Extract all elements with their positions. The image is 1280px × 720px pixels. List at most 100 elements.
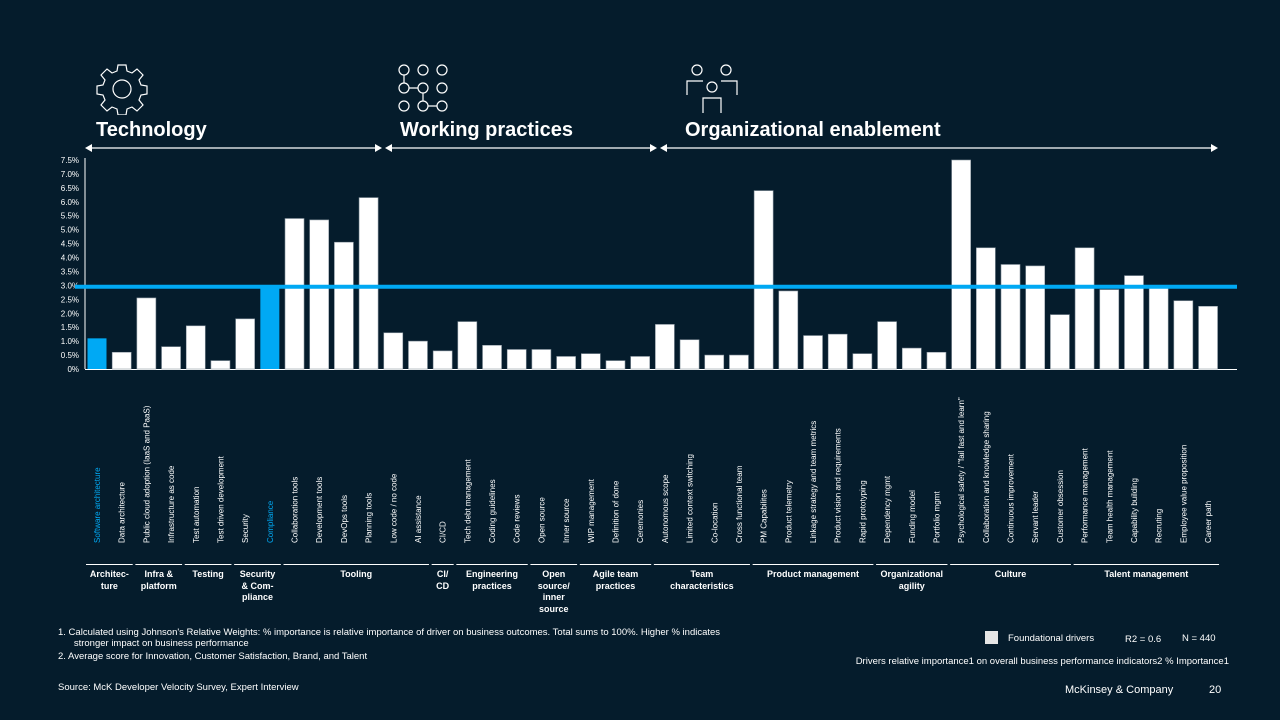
category-label: Linkage strategy and team metrics — [809, 421, 818, 543]
group-label: Tooling — [340, 569, 373, 579]
group-label: Talent management — [1104, 569, 1189, 579]
bar — [630, 356, 650, 370]
bar — [1173, 300, 1194, 370]
bar — [729, 354, 749, 370]
category-label: Development tools — [315, 477, 324, 543]
bar — [926, 351, 947, 370]
pillar-title-working-practices: Working practices — [400, 119, 574, 141]
bar — [803, 335, 823, 370]
category-label: Employee value proposition — [1179, 445, 1188, 543]
category-label: Open source — [537, 497, 546, 543]
category-label: Dependency mgmt — [883, 475, 892, 543]
bar — [1025, 265, 1046, 370]
category-label: Public cloud adoption (IaaS and PaaS) — [142, 405, 151, 543]
y-tick-label: 1.0% — [61, 337, 79, 346]
category-label: Software architecture — [93, 467, 102, 543]
y-tick-label: 1.5% — [61, 323, 79, 332]
category-label: Tech debt management — [463, 459, 472, 543]
category-label: Co-location — [710, 503, 719, 543]
y-tick-label: 5.0% — [61, 226, 79, 235]
bar — [408, 340, 428, 370]
bar — [87, 338, 107, 369]
bar — [235, 318, 255, 370]
category-label: Collaboration and knowledge sharing — [982, 411, 991, 543]
group-label: Security & Com- pliance — [239, 569, 276, 602]
source-note: Source: McK Developer Velocity Survey, E… — [58, 682, 299, 693]
bar — [309, 219, 330, 370]
bar — [827, 333, 848, 370]
category-label: Test automation — [192, 487, 201, 543]
bar — [358, 197, 379, 370]
bar — [852, 353, 873, 370]
gear-icon — [96, 64, 148, 115]
category-label: Psychological safety / "fail fast and le… — [957, 397, 966, 543]
category-label: Funding model — [908, 490, 917, 543]
category-label: Recruting — [1155, 509, 1164, 543]
bar — [260, 288, 280, 369]
category-label: Security — [241, 514, 250, 543]
bar — [901, 347, 922, 370]
bar — [655, 324, 675, 370]
group-label: CI/ CD — [436, 569, 450, 591]
category-label: Collaboration tools — [291, 477, 300, 543]
category-label: WIP management — [587, 478, 596, 543]
y-tick-label: 4.5% — [61, 240, 79, 249]
category-label: Portfolio mgmt — [932, 491, 941, 543]
bar — [951, 159, 971, 370]
group-label: Engineering practices — [466, 569, 519, 591]
bar — [161, 346, 181, 370]
y-tick-label: 0% — [67, 365, 79, 374]
y-tick-label: 5.5% — [61, 212, 79, 221]
y-tick-label: 7.0% — [61, 170, 79, 179]
category-label: Continuous improvement — [1007, 453, 1016, 543]
category-label: Compliance — [266, 500, 275, 543]
category-label: DevOps tools — [340, 495, 349, 543]
category-label: Capability building — [1130, 478, 1139, 543]
bar — [704, 354, 725, 370]
bar — [976, 247, 996, 370]
r-squared: R2 = 0.6 — [1125, 634, 1162, 645]
bar — [136, 297, 157, 370]
legend-swatch — [985, 631, 998, 644]
bar — [334, 241, 354, 370]
bar — [1148, 287, 1169, 370]
group-label: Infra & platform — [140, 569, 177, 591]
y-tick-label: 2.0% — [61, 309, 79, 318]
category-label: Product telemetry — [784, 480, 793, 543]
bar — [580, 353, 601, 370]
category-label: Low code / no code — [389, 473, 398, 543]
sample-size: N = 440 — [1182, 633, 1216, 644]
brand-name: McKinsey & Company — [1065, 684, 1174, 696]
category-label: Inner source — [562, 498, 571, 543]
category-label: Data architecture — [118, 482, 127, 543]
bar — [432, 350, 453, 370]
bar — [111, 351, 132, 370]
category-label: Limited context switching — [686, 454, 695, 543]
bar — [556, 356, 576, 370]
category-label: Code reviews — [513, 495, 522, 543]
bar — [210, 360, 231, 370]
category-label: Rapid prototyping — [858, 480, 867, 543]
y-tick-label: 6.5% — [61, 184, 79, 193]
footnote-2: 2. Average score for Innovation, Custome… — [58, 651, 368, 662]
bar — [383, 332, 404, 370]
bar — [778, 290, 799, 370]
category-label: PM Capabilites — [760, 489, 769, 543]
y-tick-label: 0.5% — [61, 351, 79, 360]
page-number: 20 — [1209, 684, 1222, 696]
bar — [185, 325, 206, 370]
y-tick-label: 3.5% — [61, 267, 79, 276]
category-label: AI assistance — [414, 495, 423, 543]
category-label: Cross functional team — [735, 465, 744, 543]
legend-label: Foundational drivers — [1008, 633, 1095, 644]
y-tick-label: 4.0% — [61, 254, 79, 263]
bar — [605, 360, 626, 370]
bar — [1099, 289, 1120, 370]
bar — [1050, 314, 1070, 370]
bar — [482, 345, 502, 370]
category-label: Coding guidelines — [488, 479, 497, 543]
bar — [531, 349, 552, 370]
category-label: Team health management — [1105, 450, 1114, 543]
group-label: Testing — [192, 569, 224, 579]
